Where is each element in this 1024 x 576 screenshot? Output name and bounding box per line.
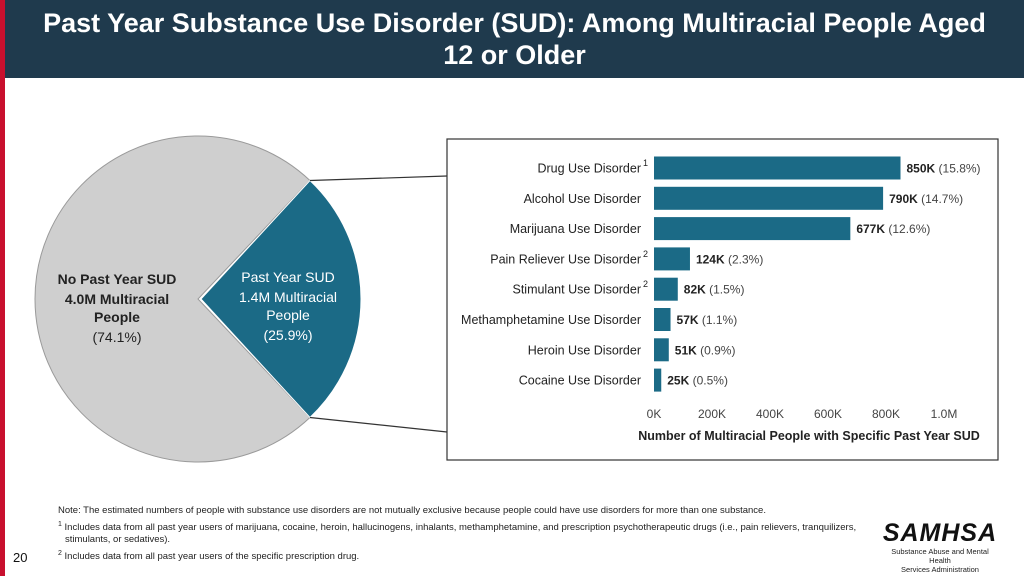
bar-category-label-3: Marijuana Use Disorder [510, 222, 641, 236]
pie-sublabel-no-sud-1: 4.0M Multiracial [65, 291, 169, 307]
connector-line-top [309, 175, 448, 182]
bar-3 [654, 217, 851, 241]
bar-1 [654, 156, 901, 180]
left-accent-rule [0, 0, 5, 576]
bar-5 [654, 277, 678, 301]
footnote-2-mark: 2 [58, 550, 62, 558]
logo-subtitle-2: Services Administration [901, 565, 979, 574]
bar-category-label-2: Alcohol Use Disorder [524, 192, 641, 206]
page-title: Past Year Substance Use Disorder (SUD): … [43, 8, 986, 70]
note-text: Note: The estimated numbers of people wi… [58, 505, 766, 516]
x-tick-label-4: 600K [814, 407, 842, 421]
x-tick-label-3: 400K [756, 407, 784, 421]
bar-category-sup-4: 2 [643, 249, 648, 259]
x-tick-label-6: 1.0M [931, 407, 958, 421]
footnotes: Note: The estimated numbers of people wi… [58, 505, 858, 565]
pie-pct-no-sud: (74.1%) [92, 329, 141, 345]
bar-value-label-4: 124K (2.3%) [696, 252, 763, 266]
footnote-2: 2 Includes data from all past year users… [58, 548, 858, 563]
bar-value-label-8: 25K (0.5%) [667, 374, 728, 388]
x-tick-label-5: 800K [872, 407, 900, 421]
pie-sublabel-sud-1: 1.4M Multiracial [239, 289, 337, 305]
title-bar: Past Year Substance Use Disorder (SUD): … [5, 0, 1024, 78]
bar-value-label-2: 790K (14.7%) [889, 192, 963, 206]
bar-category-label-1: Drug Use Disorder [537, 162, 641, 176]
bar-category-label-8: Cocaine Use Disorder [519, 374, 641, 388]
bar-category-label-7: Heroin Use Disorder [528, 343, 641, 357]
bar-category-label-5: Stimulant Use Disorder [512, 283, 641, 297]
pie-sublabel-sud-2: People [266, 307, 310, 323]
pie-slice-no-sud [34, 135, 311, 463]
connector-line-bottom [309, 416, 448, 433]
footnote-1-mark: 1 [58, 521, 62, 528]
bar-value-label-3: 677K (12.6%) [856, 222, 930, 236]
bar-category-label-6: Methamphetamine Use Disorder [461, 313, 641, 327]
logo-subtitle-1: Substance Abuse and Mental Health [891, 547, 989, 565]
bar-7 [654, 338, 669, 362]
pie-sublabel-no-sud-2: People [94, 309, 140, 325]
page-number: 20 [13, 550, 28, 565]
logo-wordmark: SAMHSA [882, 519, 998, 547]
x-tick-label-1: 0K [647, 407, 662, 421]
bar-value-label-5: 82K (1.5%) [684, 283, 745, 297]
pie-slice-sud [200, 179, 362, 419]
bar-value-label-1: 850K (15.8%) [907, 162, 981, 176]
samhsa-logo: SAMHSA Substance Abuse and Mental Health… [880, 519, 1000, 574]
bar-category-sup-5: 2 [643, 279, 648, 289]
bar-category-label-4: Pain Reliever Use Disorder [490, 252, 641, 266]
footnote-1: 1 Includes data from all past year users… [58, 519, 858, 546]
pie-pct-sud: (25.9%) [263, 327, 312, 343]
bar-category-sup-1: 1 [643, 158, 648, 168]
x-tick-label-2: 200K [698, 407, 726, 421]
bar-8 [654, 368, 662, 392]
footnote-2-text: Includes data from all past year users o… [64, 551, 360, 563]
pie-label-no-sud: No Past Year SUD [58, 271, 177, 287]
pie-label-sud: Past Year SUD [241, 269, 334, 285]
bar-value-label-7: 51K (0.9%) [675, 343, 736, 357]
footnote-1-text: Includes data from all past year users o… [64, 522, 857, 546]
bar-value-label-6: 57K (1.1%) [677, 313, 738, 327]
bar-4 [654, 247, 690, 271]
bar-2 [654, 186, 884, 210]
bar-6 [654, 308, 671, 331]
x-axis-title: Number of Multiracial People with Specif… [638, 429, 980, 443]
